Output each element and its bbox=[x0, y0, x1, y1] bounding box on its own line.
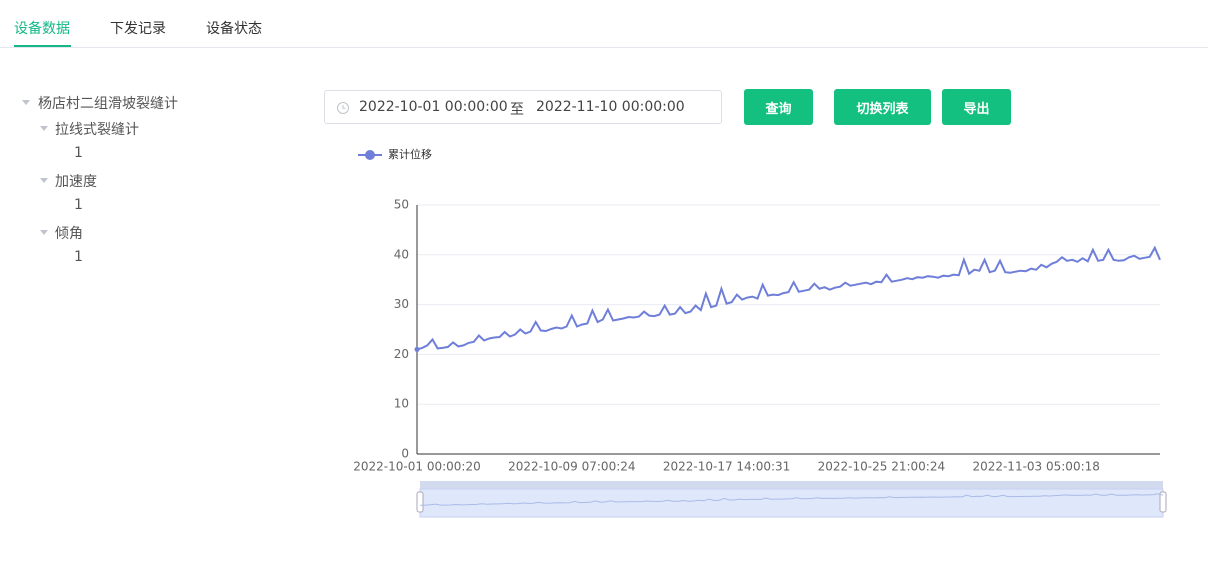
y-tick-label: 50 bbox=[394, 198, 409, 212]
tree-node[interactable]: 拉线式裂缝计 bbox=[55, 122, 139, 138]
tab-indicator bbox=[14, 45, 71, 47]
date-range-picker[interactable]: 2022-10-01 00:00:00 至 2022-11-10 00:00:0… bbox=[324, 90, 722, 124]
x-tick-label: 2022-10-09 07:00:24 bbox=[508, 460, 635, 474]
x-tick-label: 2022-10-17 14:00:31 bbox=[663, 460, 790, 474]
tree-caret[interactable] bbox=[40, 230, 48, 235]
range-separator: 至 bbox=[510, 102, 524, 118]
tab[interactable]: 设备状态 bbox=[206, 21, 262, 37]
tree-leaf[interactable]: 1 bbox=[74, 197, 83, 213]
tree-caret[interactable] bbox=[40, 126, 48, 131]
clock-icon bbox=[337, 102, 349, 114]
tree-leaf[interactable]: 1 bbox=[74, 145, 83, 161]
query-button[interactable]: 查询 bbox=[744, 89, 813, 125]
y-tick-label: 40 bbox=[394, 247, 409, 261]
slider-handle[interactable] bbox=[416, 491, 424, 513]
slider-handle[interactable] bbox=[1159, 491, 1167, 513]
tree-node[interactable]: 加速度 bbox=[55, 174, 97, 190]
overview-line bbox=[419, 493, 1164, 506]
y-tick-label: 0 bbox=[401, 447, 409, 461]
export-button[interactable]: 导出 bbox=[942, 89, 1011, 125]
x-tick-label: 2022-10-01 00:00:20 bbox=[353, 460, 480, 474]
toggle-list-button[interactable]: 切换列表 bbox=[834, 89, 931, 125]
y-tick-label: 30 bbox=[394, 297, 409, 311]
end-date[interactable]: 2022-11-10 00:00:00 bbox=[536, 99, 685, 115]
tab[interactable]: 下发记录 bbox=[110, 21, 166, 37]
y-tick-label: 10 bbox=[394, 397, 409, 411]
legend-marker bbox=[365, 150, 375, 160]
tree-node[interactable]: 倾角 bbox=[55, 226, 83, 242]
start-date[interactable]: 2022-10-01 00:00:00 bbox=[359, 99, 508, 115]
data-point bbox=[414, 346, 420, 352]
y-tick-label: 20 bbox=[394, 347, 409, 361]
slider-track[interactable] bbox=[420, 481, 1163, 489]
x-tick-label: 2022-11-03 05:00:18 bbox=[972, 460, 1099, 474]
data-line bbox=[416, 245, 1161, 351]
tree-leaf[interactable]: 1 bbox=[74, 249, 83, 265]
tab[interactable]: 设备数据 bbox=[14, 21, 70, 37]
tree-caret[interactable] bbox=[40, 178, 48, 183]
x-tick-label: 2022-10-25 21:00:24 bbox=[818, 460, 945, 474]
tree-caret[interactable] bbox=[22, 100, 30, 105]
tree-node[interactable]: 杨店村二组滑坡裂缝计 bbox=[38, 96, 178, 112]
tab-divider bbox=[0, 47, 1208, 48]
legend-label[interactable]: 累计位移 bbox=[388, 147, 432, 161]
